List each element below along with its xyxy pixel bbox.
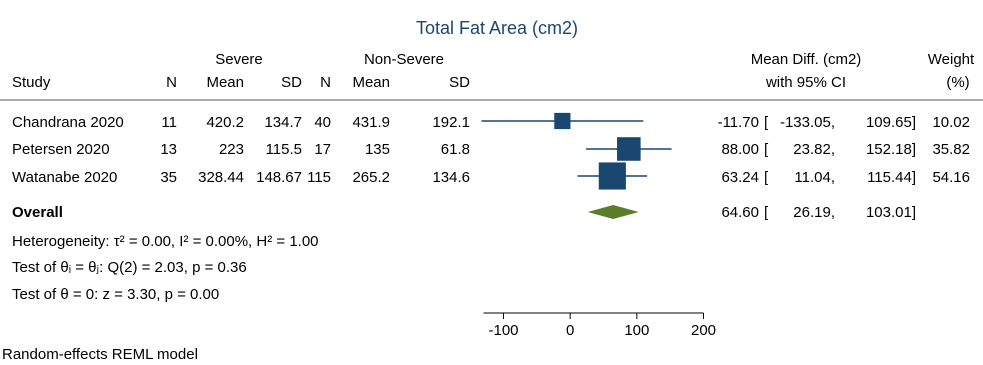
test-equal-stats: Test of θᵢ = θⱼ: Q(2) = 2.03, p = 0.36 [12, 259, 247, 276]
weight-value: 10.02 [932, 114, 970, 131]
ci-low-value: -133.05, [780, 114, 835, 131]
ci-high-value: 109.65] [866, 114, 916, 131]
mean1-value: 420.2 [206, 114, 244, 131]
weight-header-line1: Weight [928, 51, 975, 68]
ci-low-value: 11.04, [794, 169, 835, 186]
chart-title: Total Fat Area (cm2) [416, 18, 578, 38]
weight-value: 35.82 [932, 141, 970, 158]
study-row: Petersen 2020 13 223 115.5 17 135 61.8 8… [12, 141, 970, 158]
sd1-value: 115.5 [266, 141, 302, 158]
sd2-value: 61.8 [441, 141, 470, 158]
mean1-column-header: Mean [206, 74, 244, 91]
n1-value: 13 [160, 141, 177, 158]
ci-high-value: 115.44] [867, 169, 916, 186]
n2-column-header: N [320, 74, 331, 91]
ci-high-value: 152.18] [866, 141, 916, 158]
x-tick-label: 0 [566, 322, 574, 339]
overall-row: Overall 64.60 [ 26.19, 103.01] [12, 204, 916, 221]
mean2-value: 135 [365, 141, 390, 158]
sd2-value: 192.1 [432, 114, 470, 131]
study-estimate-marker [617, 137, 641, 161]
sd1-value: 148.67 [256, 169, 302, 186]
mean1-value: 328.44 [198, 169, 244, 186]
study-name: Chandrana 2020 [12, 114, 124, 131]
ci-low-value: 23.82, [793, 141, 835, 158]
x-tick-label: 200 [691, 322, 716, 339]
overall-label: Overall [12, 204, 63, 221]
n1-value: 35 [160, 169, 177, 186]
ci-open-bracket: [ [764, 114, 769, 131]
test-zero-stats: Test of θ = 0: z = 3.30, p = 0.00 [12, 286, 219, 303]
study-estimate-marker [598, 162, 626, 190]
overall-ci-high-value: 103.01] [866, 204, 916, 221]
effect-header-line2: with 95% CI [765, 74, 846, 91]
weight-value: 54.16 [932, 169, 970, 186]
n2-value: 115 [307, 169, 331, 186]
mean1-value: 223 [219, 141, 244, 158]
non-severe-group-header: Non-Severe [364, 51, 444, 68]
sd2-column-header: SD [449, 74, 470, 91]
mean-diff-value: 63.24 [721, 169, 759, 186]
mean2-value: 431.9 [352, 114, 390, 131]
study-name: Petersen 2020 [12, 141, 110, 158]
forest-marks [481, 112, 672, 219]
mean-diff-value: -11.70 [718, 114, 759, 131]
severe-group-header: Severe [215, 51, 263, 68]
mean2-column-header: Mean [352, 74, 390, 91]
ci-open-bracket: [ [764, 141, 769, 158]
overall-diamond [587, 205, 639, 219]
study-estimate-marker [554, 112, 571, 130]
study-name: Watanabe 2020 [12, 169, 117, 186]
x-axis: -100 0 100 200 [483, 312, 716, 339]
effect-header-line1: Mean Diff. (cm2) [751, 51, 862, 68]
sd2-value: 134.6 [432, 169, 470, 186]
x-tick-label: -100 [488, 322, 518, 339]
sd1-value: 134.7 [264, 114, 302, 131]
study-row: Chandrana 2020 11 420.2 134.7 40 431.9 1… [12, 114, 970, 131]
sd1-column-header: SD [281, 74, 302, 91]
n1-value: 11 [161, 114, 177, 131]
n1-column-header: N [166, 74, 177, 91]
mean-diff-value: 88.00 [721, 141, 759, 158]
n2-value: 17 [314, 141, 331, 158]
study-column-header: Study [12, 74, 51, 91]
overall-mean-diff-value: 64.60 [721, 204, 759, 221]
n2-value: 40 [314, 114, 331, 131]
overall-ci-low-value: 26.19, [793, 204, 835, 221]
weight-header-line2: (%) [946, 74, 969, 91]
ci-open-bracket: [ [764, 204, 769, 221]
model-footnote: Random-effects REML model [2, 346, 198, 363]
x-tick-label: 100 [624, 322, 649, 339]
study-row: Watanabe 2020 35 328.44 148.67 115 265.2… [12, 169, 970, 186]
ci-open-bracket: [ [764, 169, 769, 186]
heterogeneity-stats: Heterogeneity: τ² = 0.00, I² = 0.00%, H²… [12, 233, 319, 250]
mean2-value: 265.2 [352, 169, 390, 186]
